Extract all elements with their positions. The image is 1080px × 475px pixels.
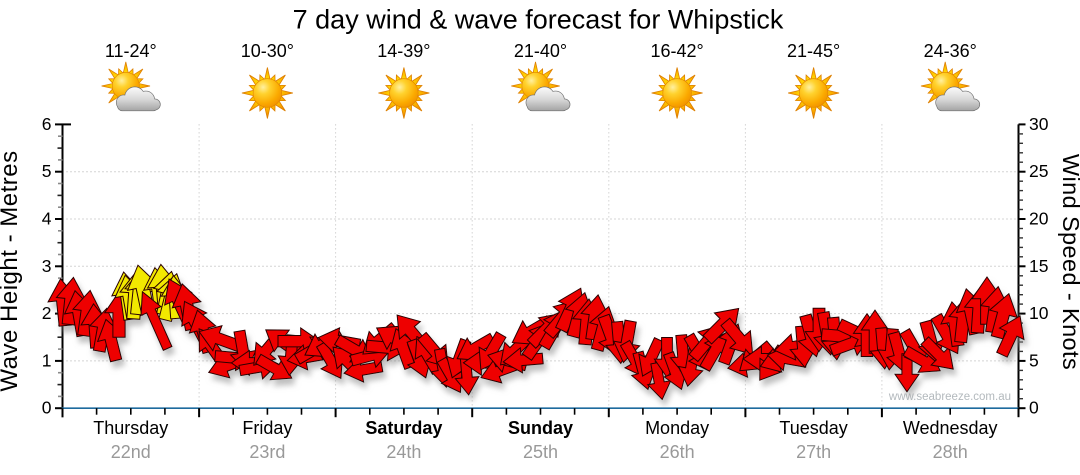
svg-text:Tuesday: Tuesday	[779, 418, 847, 438]
svg-text:5: 5	[1029, 350, 1039, 370]
svg-text:6: 6	[42, 114, 52, 134]
svg-text:4: 4	[42, 209, 52, 229]
svg-text:24-36°: 24-36°	[924, 41, 977, 61]
svg-text:10-30°: 10-30°	[241, 41, 294, 61]
svg-text:10: 10	[1029, 303, 1049, 323]
svg-text:Thursday: Thursday	[93, 418, 168, 438]
svg-text:28th: 28th	[933, 442, 968, 462]
svg-text:Wind Speed - Knots: Wind Speed - Knots	[1058, 154, 1080, 370]
svg-text:11-24°: 11-24°	[105, 41, 157, 61]
svg-text:26th: 26th	[660, 442, 695, 462]
svg-text:Wave Height - Metres: Wave Height - Metres	[0, 150, 23, 391]
svg-text:16-42°: 16-42°	[650, 41, 703, 61]
svg-text:30: 30	[1029, 114, 1049, 134]
svg-text:Monday: Monday	[645, 418, 709, 438]
svg-text:27th: 27th	[796, 442, 831, 462]
svg-text:5: 5	[42, 161, 52, 181]
svg-text:25: 25	[1029, 161, 1048, 181]
svg-text:0: 0	[42, 398, 52, 418]
svg-text:21-40°: 21-40°	[514, 41, 567, 61]
svg-text:Wednesday: Wednesday	[903, 418, 998, 438]
svg-text:3: 3	[42, 256, 52, 276]
svg-text:24th: 24th	[386, 442, 421, 462]
svg-text:20: 20	[1029, 209, 1049, 229]
svg-text:15: 15	[1029, 256, 1048, 276]
svg-text:2: 2	[42, 303, 52, 323]
svg-text:Saturday: Saturday	[365, 418, 442, 438]
svg-text:www.seabreeze.com.au: www.seabreeze.com.au	[888, 391, 1011, 403]
svg-text:23rd: 23rd	[249, 442, 285, 462]
svg-text:22nd: 22nd	[111, 442, 151, 462]
svg-text:0: 0	[1029, 398, 1039, 418]
svg-text:21-45°: 21-45°	[787, 41, 840, 61]
svg-text:7 day wind & wave forecast for: 7 day wind & wave forecast for Whipstick	[293, 5, 784, 35]
svg-text:14-39°: 14-39°	[377, 41, 430, 61]
svg-text:25th: 25th	[523, 442, 558, 462]
svg-text:Friday: Friday	[242, 418, 292, 438]
svg-text:1: 1	[42, 350, 52, 370]
svg-text:Sunday: Sunday	[508, 418, 573, 438]
